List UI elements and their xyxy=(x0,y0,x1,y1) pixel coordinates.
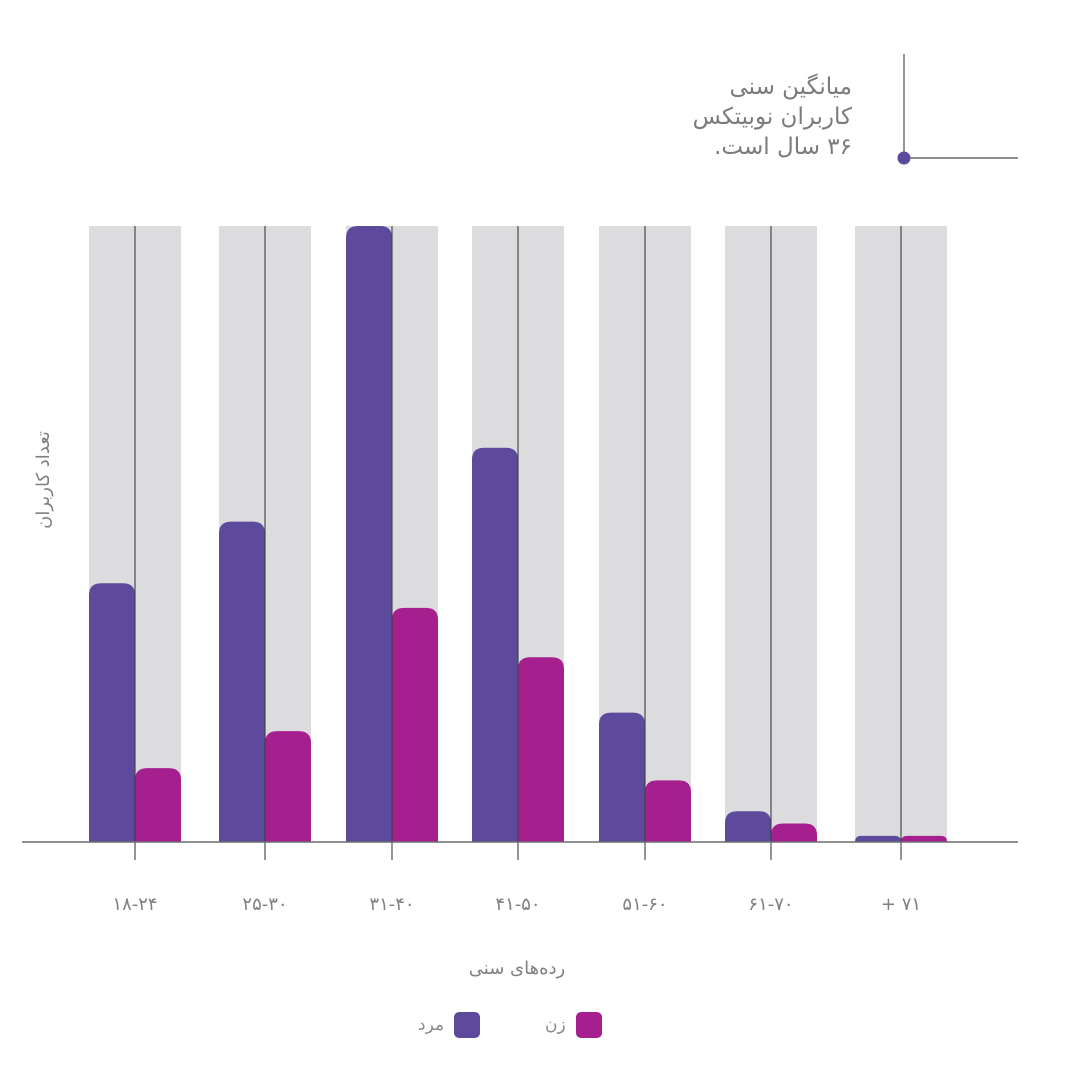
bar-female xyxy=(518,657,564,842)
x-tick-label: ۶۱-۷۰ xyxy=(748,894,793,915)
legend-swatch-female xyxy=(575,1012,602,1038)
bar-male xyxy=(89,583,135,842)
bar-female xyxy=(645,780,691,842)
x-tick-label: ۵۱-۶۰ xyxy=(622,894,667,915)
bar-female xyxy=(392,607,438,842)
x-tick-label: ۱۸-۲۴ xyxy=(112,894,157,915)
bar-male xyxy=(855,835,901,842)
x-tick-label: + ۷۱ xyxy=(881,894,921,915)
annotation-line-1: میانگین سنی xyxy=(729,74,852,100)
chart-legend: مرد زن xyxy=(0,1011,1080,1041)
bar-male xyxy=(725,811,771,842)
chart-annotation: میانگین سنی کاربران نوبیتکس ۳۶ سال است. xyxy=(572,72,852,162)
x-tick-label: ۲۵-۳۰ xyxy=(242,894,287,915)
x-tick-label: ۳۱-۴۰ xyxy=(369,894,414,915)
legend-item-female: زن xyxy=(545,1011,602,1039)
legend-label-male: مرد xyxy=(418,1015,445,1035)
annotation-dot xyxy=(897,151,911,165)
bar-female xyxy=(771,823,817,842)
bar-male xyxy=(472,447,518,842)
bar-female xyxy=(135,768,181,842)
legend-label-female: زن xyxy=(545,1015,566,1035)
bar-female xyxy=(265,731,311,842)
legend-swatch-male xyxy=(454,1012,481,1038)
x-axis-label: رده‌های سنی xyxy=(468,958,566,979)
y-axis-label: تعداد کاربران xyxy=(33,431,54,529)
bar-female xyxy=(901,835,947,842)
x-tick-label: ۴۱-۵۰ xyxy=(495,894,540,915)
annotation-line-2: کاربران نوبیتکس xyxy=(692,104,852,130)
bar-male xyxy=(219,521,265,842)
bar-male xyxy=(346,226,392,842)
annotation-line-3: ۳۶ سال است. xyxy=(714,134,852,160)
bar-male xyxy=(599,712,645,842)
legend-item-male: مرد xyxy=(418,1011,481,1039)
